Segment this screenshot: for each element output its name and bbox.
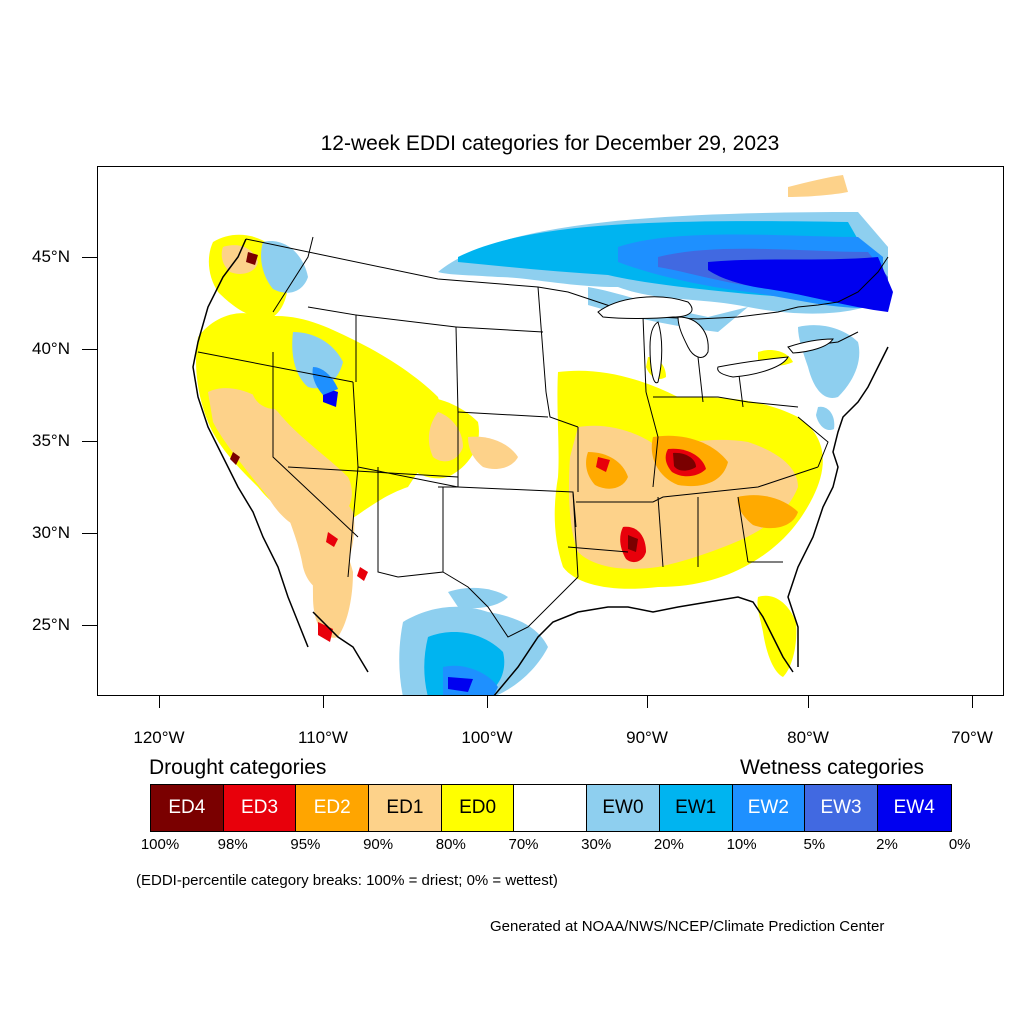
y-tick	[82, 349, 97, 350]
legend-box-neutral	[514, 785, 588, 831]
x-tick	[647, 696, 648, 708]
wetness-heading: Wetness categories	[740, 756, 925, 779]
legend-box-ed0: ED0	[441, 785, 515, 831]
y-tick-label: 25°N	[32, 615, 70, 634]
legend-box-ed1: ED1	[369, 785, 442, 831]
drought-southeast	[554, 350, 823, 677]
legend-box-ew1: EW1	[659, 785, 733, 831]
x-tick-label: 120°W	[133, 728, 185, 747]
wetness-texas	[399, 587, 548, 695]
legend-box-ew0: EW0	[587, 785, 660, 831]
x-tick	[808, 696, 809, 708]
x-tick-label: 110°W	[298, 728, 348, 747]
legend-box-ew2: EW2	[732, 785, 806, 831]
percentile-break: 98%	[217, 836, 248, 853]
percentile-break: 90%	[363, 836, 394, 853]
percentile-break: 95%	[290, 836, 321, 853]
x-tick-label: 90°W	[626, 728, 668, 747]
x-tick	[972, 696, 973, 708]
map-panel	[97, 166, 1004, 696]
percentile-break: 80%	[435, 836, 466, 853]
percentile-break: 70%	[508, 836, 539, 853]
legend-box-ew4: EW4	[877, 785, 951, 831]
pacific-northwest	[208, 234, 343, 407]
y-tick-label: 35°N	[32, 431, 70, 450]
x-tick	[487, 696, 488, 708]
percentile-break: 10%	[726, 836, 757, 853]
x-tick-label: 100°W	[461, 728, 513, 747]
map-title: 12-week EDDI categories for December 29,…	[320, 132, 780, 155]
state-boundaries	[197, 236, 889, 638]
x-tick-label: 70°W	[951, 728, 993, 747]
y-tick-label: 30°N	[32, 523, 70, 542]
eddi-map	[192, 175, 893, 695]
x-tick	[159, 696, 160, 708]
y-tick-label: 40°N	[32, 339, 70, 358]
y-tick	[82, 533, 97, 534]
y-tick	[82, 625, 97, 626]
legend-box-ed3: ED3	[223, 785, 297, 831]
drought-heading: Drought categories	[149, 756, 327, 779]
coastlines	[192, 238, 889, 695]
y-tick	[82, 257, 97, 258]
legend-box-ed4: ED4	[151, 785, 224, 831]
great-lakes	[597, 296, 834, 384]
legend-box-ew3: EW3	[805, 785, 878, 831]
percentile-break: 30%	[581, 836, 612, 853]
percentile-break: 20%	[653, 836, 684, 853]
percentile-break: 100%	[140, 836, 180, 853]
x-tick-label: 80°W	[787, 728, 829, 747]
percentile-break: 0%	[948, 836, 971, 853]
y-tick	[82, 441, 97, 442]
percentile-break: 2%	[876, 836, 898, 853]
legend-box-ed2: ED2	[296, 785, 370, 831]
x-tick	[323, 696, 324, 708]
category-legend: ED4 ED3 ED2 ED1 ED0 EW0 EW1 EW2 EW3 EW4	[150, 784, 952, 832]
y-tick-label: 45°N	[32, 247, 70, 266]
drought-west	[196, 313, 518, 642]
percentile-break: 5%	[803, 836, 826, 853]
credit-line: Generated at NOAA/NWS/NCEP/Climate Predi…	[490, 918, 885, 935]
wetness-canada	[438, 175, 893, 332]
category-note: (EDDI-percentile category breaks: 100% =…	[136, 872, 558, 889]
